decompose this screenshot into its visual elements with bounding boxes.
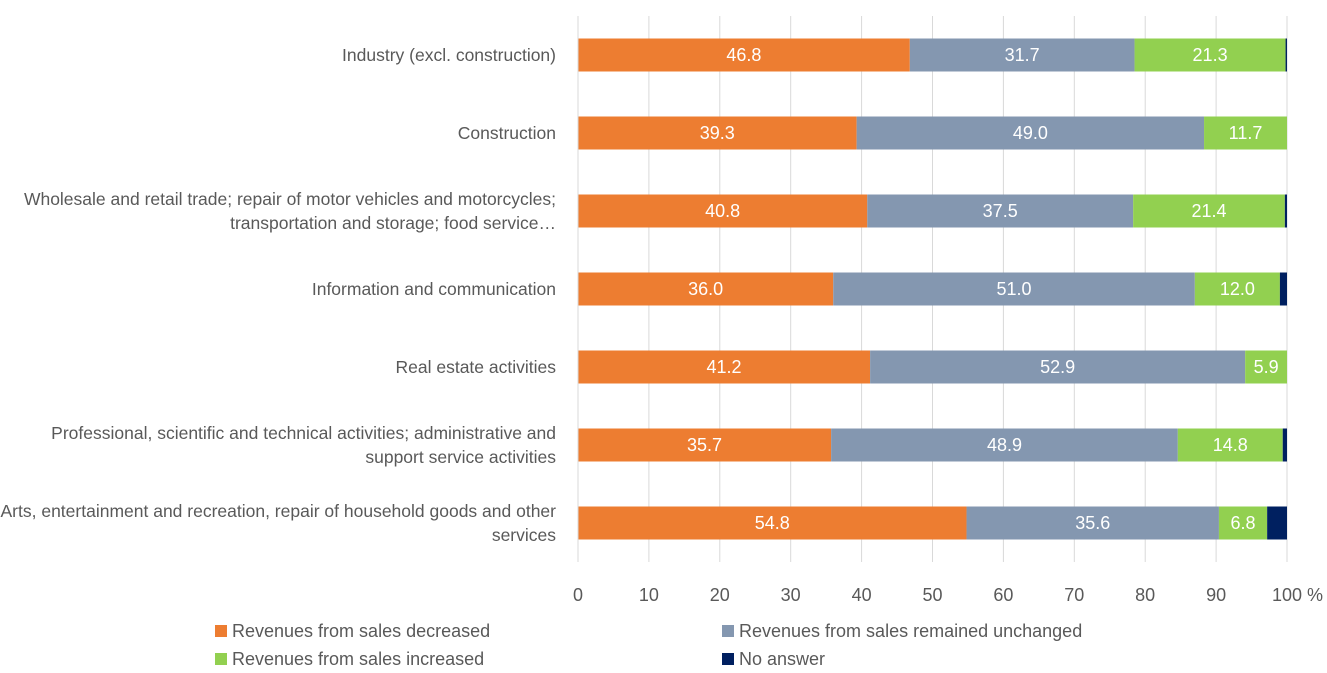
- data-label: 40.8: [705, 201, 740, 221]
- data-label: 36.0: [688, 279, 723, 299]
- bar-segment: [578, 428, 832, 462]
- y-tick-label: Wholesale and retail trade; repair of mo…: [23, 189, 556, 233]
- bar-segment: [1134, 38, 1286, 72]
- legend-swatch: [215, 625, 227, 637]
- bar-segment: [966, 506, 1219, 540]
- bar-segment: [856, 116, 1205, 150]
- legend-label: No answer: [739, 649, 825, 669]
- data-label: 52.9: [1040, 357, 1075, 377]
- data-label: 11.7: [1229, 123, 1263, 143]
- bar-segment: [870, 350, 1246, 384]
- data-label: 54.8: [755, 513, 790, 533]
- y-tick-label: Real estate activities: [395, 357, 557, 377]
- bar-segment: [578, 38, 910, 72]
- bar-segment: [867, 194, 1134, 228]
- bar-segment: [833, 272, 1195, 306]
- x-tick-label: 40: [852, 585, 872, 605]
- data-label: 37.5: [983, 201, 1018, 221]
- data-label: 35.7: [687, 435, 722, 455]
- legend-swatch: [722, 653, 734, 665]
- data-label: 6.8: [1231, 513, 1256, 533]
- data-label: 46.8: [726, 45, 761, 65]
- data-label: 21.3: [1193, 45, 1228, 65]
- data-label: 31.7: [1005, 45, 1040, 65]
- bar-segment: [1267, 506, 1287, 540]
- x-tick-label: 20: [710, 585, 730, 605]
- data-label: 49.0: [1013, 123, 1048, 143]
- bar-segment: [578, 350, 871, 384]
- y-tick-label: Industry (excl. construction): [342, 45, 556, 65]
- x-tick-label: 10: [639, 585, 659, 605]
- bar-segment: [578, 194, 868, 228]
- data-label: 12.0: [1220, 279, 1255, 299]
- bar-segment: [1194, 272, 1280, 306]
- x-tick-label: 60: [993, 585, 1013, 605]
- y-tick-label: Information and communication: [311, 279, 556, 299]
- bar-segment: [831, 428, 1178, 462]
- data-label: 48.9: [987, 435, 1022, 455]
- x-tick-label: 70: [1064, 585, 1084, 605]
- bar-segment: [1284, 194, 1287, 228]
- x-tick-label: 30: [781, 585, 801, 605]
- data-label: 21.4: [1191, 201, 1226, 221]
- x-tick-label: 50: [922, 585, 942, 605]
- y-tick-label: Construction: [457, 123, 556, 143]
- bar-segment: [1285, 38, 1287, 72]
- x-tick-label: 80: [1135, 585, 1155, 605]
- bar-segment: [578, 506, 967, 540]
- legend-swatch: [722, 625, 734, 637]
- bar-segment: [1245, 350, 1287, 384]
- bar-segment: [578, 272, 834, 306]
- x-tick-label: 100: [1272, 585, 1302, 605]
- bar-segment: [578, 116, 857, 150]
- data-label: 39.3: [700, 123, 735, 143]
- legend-swatch: [215, 653, 227, 665]
- legend-label: Revenues from sales increased: [232, 649, 484, 669]
- y-tick-label: Professional, scientific and technical a…: [51, 423, 556, 467]
- x-unit: %: [1307, 585, 1323, 605]
- x-tick-label: 0: [573, 585, 583, 605]
- data-label: 51.0: [997, 279, 1032, 299]
- data-label: 5.9: [1254, 357, 1279, 377]
- data-label: 41.2: [707, 357, 742, 377]
- bar-segment: [1218, 506, 1268, 540]
- data-label: 14.8: [1213, 435, 1248, 455]
- bar-segment: [1282, 428, 1287, 462]
- bar-segment: [1204, 116, 1287, 150]
- bar-segment: [909, 38, 1135, 72]
- legend-label: Revenues from sales remained unchanged: [739, 621, 1082, 641]
- y-tick-label: Arts, entertainment and recreation, repa…: [0, 501, 557, 545]
- x-tick-label: 90: [1206, 585, 1226, 605]
- bar-segment: [1177, 428, 1283, 462]
- data-label: 35.6: [1075, 513, 1110, 533]
- legend-label: Revenues from sales decreased: [232, 621, 490, 641]
- bar-segment: [1279, 272, 1287, 306]
- bar-segment: [1133, 194, 1285, 228]
